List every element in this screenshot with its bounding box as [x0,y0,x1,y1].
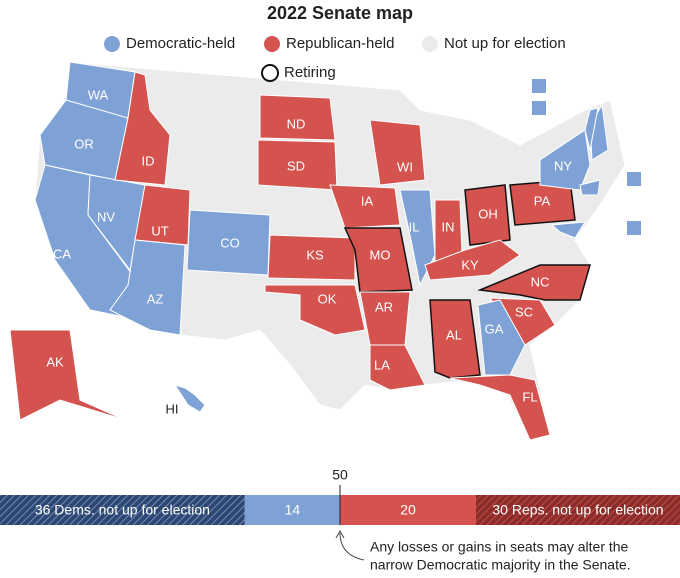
state-label: KS [306,247,324,262]
legend-label: Retiring [284,64,336,81]
state [579,179,601,196]
state [424,239,521,281]
retiring-outline [477,264,591,301]
note: Any losses or gains in seats may alter t… [370,539,629,555]
majority-label: 50 [332,467,348,483]
state-label: WA [88,87,109,102]
seat-segment [0,495,245,525]
state-label: CA [53,246,71,261]
legend-swatch [264,36,280,52]
state-label: OH [478,206,498,221]
callout-swatch [627,172,641,186]
legend-swatch [261,64,279,82]
state-label: UT [151,223,168,238]
state-label: AL [446,327,462,342]
state-label: GA [485,321,504,336]
state-label: CT [655,170,672,185]
seat-label: 30 Reps. not up for election [492,502,663,518]
state-label: KY [461,257,479,272]
state-label: MO [370,247,391,262]
state-label: FL [522,389,537,404]
state [329,184,401,229]
state [584,107,599,151]
state-label: SC [515,304,533,319]
note: narrow Democratic majority in the Senate… [370,557,631,573]
retiring-outline [464,184,511,246]
state [550,221,586,239]
state-label: AR [375,299,393,314]
state-label: AZ [147,291,164,306]
state [449,374,551,441]
callout-swatch [532,101,546,115]
state-label: IN [442,219,455,234]
state-label: ID [142,153,155,168]
seat-segment [476,495,680,525]
state-label: MD [658,219,678,234]
state-label: HI [166,401,179,416]
state-label: ND [287,116,306,131]
seat-segment [244,495,340,525]
state [539,129,591,191]
state-label: LA [374,357,390,372]
state [264,284,366,336]
state-label: NV [97,209,115,224]
callout-swatch [532,79,546,93]
note-arrowhead [335,529,345,539]
state-label: SD [287,158,305,173]
state-label: CO [220,235,240,250]
seat-label: 20 [400,502,416,518]
note-arrow [339,532,365,561]
state-label: IL [409,219,420,234]
legend-swatch [422,36,438,52]
state [369,119,426,186]
state-label: OK [318,291,337,306]
state-label: NH [568,77,587,92]
retiring-outline [343,227,413,293]
state [9,329,126,421]
state-label: IA [361,193,374,208]
seat-label: 14 [285,502,301,518]
callout-swatch [627,221,641,235]
legend-label: Republican-held [286,35,394,52]
state [477,299,526,376]
state-label: PA [534,193,551,208]
state-label: NY [554,158,572,173]
title: 2022 Senate map [267,3,413,23]
state [369,344,426,391]
state-label: NC [531,274,550,289]
seat-label: 36 Dems. not up for election [35,502,210,518]
state-label: VT [568,99,585,114]
state [267,234,356,281]
legend-label: Not up for election [444,35,566,52]
state-label: WI [397,159,413,174]
legend-swatch [104,36,120,52]
seat-segment [340,495,476,525]
state-label: OR [74,136,94,151]
retiring-outline [429,299,481,379]
legend-label: Democratic-held [126,35,235,52]
state [109,239,186,336]
state [114,71,171,186]
state [259,94,336,141]
state-label: AK [46,354,64,369]
state [173,384,206,413]
